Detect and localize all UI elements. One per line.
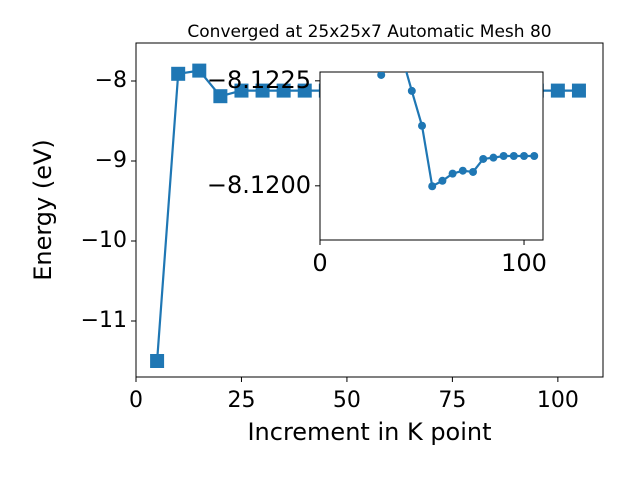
data-point [255, 83, 270, 98]
data-point [377, 72, 386, 79]
data-point [479, 154, 488, 163]
data-point [428, 182, 437, 191]
data-point [407, 86, 416, 95]
chart-title: Converged at 25x25x7 Automatic Mesh 80 [187, 22, 551, 42]
data-point [530, 152, 539, 160]
y-tick-label: −8 [95, 68, 127, 93]
data-point [213, 89, 228, 104]
data-point [234, 83, 249, 98]
data-point [520, 152, 529, 160]
x-axis-label: Increment in K point [247, 418, 491, 446]
x-tick-label: 25 [227, 388, 255, 413]
data-point [469, 167, 478, 176]
y-tick-label: −8.1225 [207, 66, 311, 94]
data-point [418, 121, 427, 130]
y-tick-label: −9 [95, 148, 127, 173]
data-point [571, 83, 586, 98]
y-tick-label: −11 [81, 308, 127, 333]
data-point [550, 83, 565, 98]
x-tick-label: 0 [312, 249, 327, 277]
data-point [276, 83, 291, 98]
y-tick-label: −8.1200 [207, 171, 311, 199]
x-tick-label: 50 [333, 388, 361, 413]
x-tick-label: 0 [129, 388, 143, 413]
data-point [150, 354, 165, 368]
x-tick-label: 100 [537, 388, 579, 413]
data-point [509, 152, 518, 160]
plot-clip [377, 14, 539, 191]
data-point [438, 176, 447, 185]
data-point [489, 153, 498, 162]
series-line [380, 72, 535, 188]
x-tick-label: 100 [501, 249, 547, 277]
data-point [192, 63, 207, 78]
data-point [499, 152, 508, 160]
data-point [387, 14, 395, 22]
y-axis-label: Energy (eV) [29, 139, 57, 281]
data-point [458, 166, 467, 175]
data-point [448, 169, 457, 178]
y-tick-label: −10 [81, 228, 127, 253]
data-point [171, 66, 186, 81]
data-point [297, 83, 312, 98]
x-tick-label: 75 [438, 388, 466, 413]
